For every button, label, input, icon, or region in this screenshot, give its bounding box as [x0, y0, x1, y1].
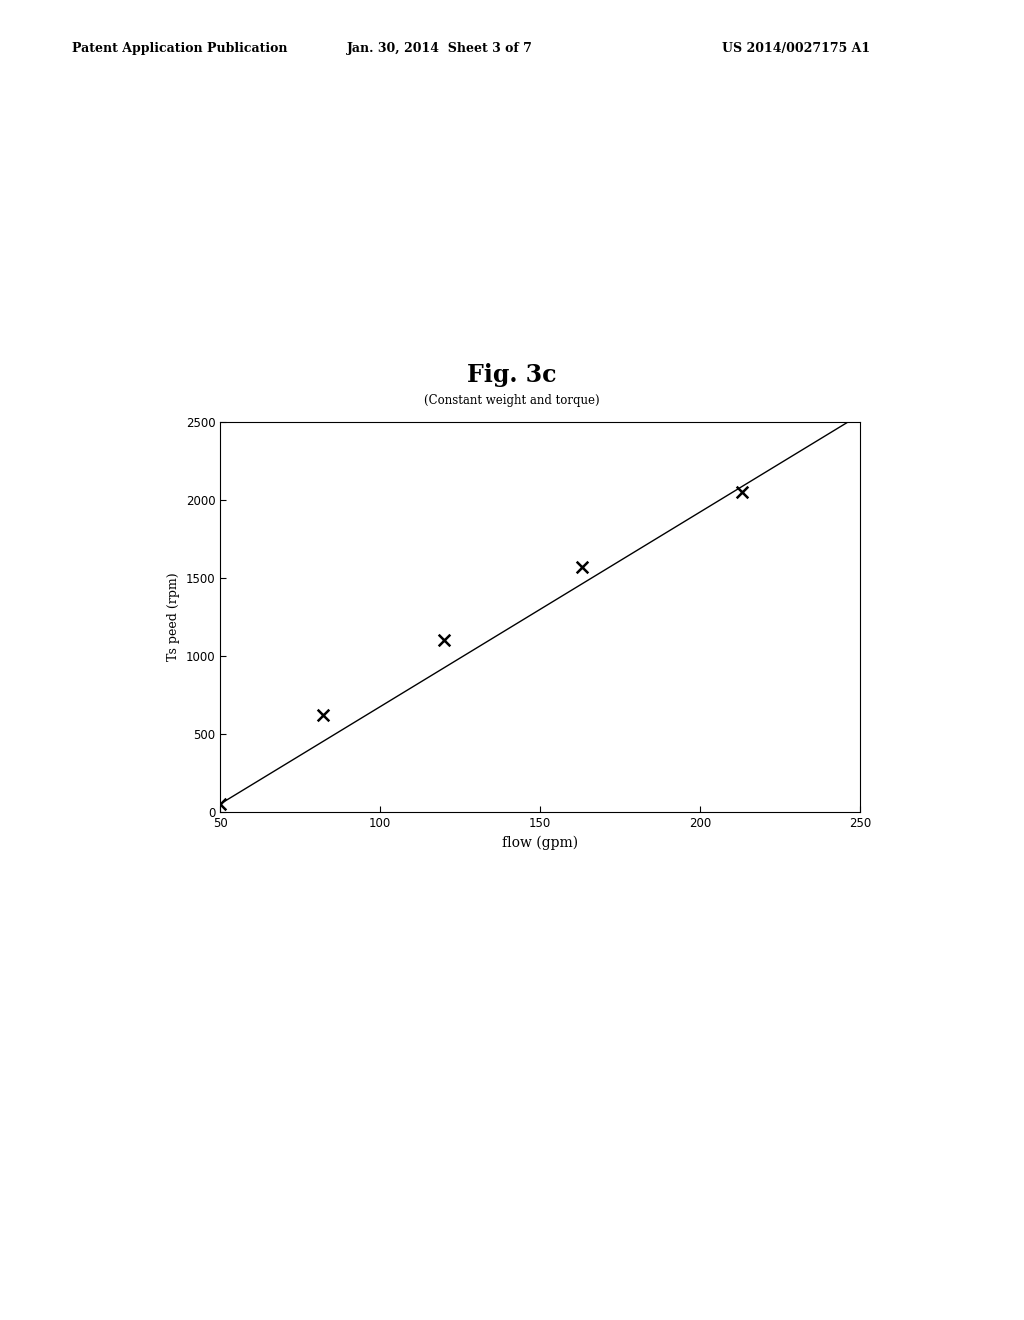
- Point: [212, 793, 228, 814]
- Point: [314, 705, 331, 726]
- Text: Patent Application Publication: Patent Application Publication: [72, 42, 287, 55]
- Point: [573, 557, 590, 578]
- X-axis label: flow (gpm): flow (gpm): [502, 836, 579, 850]
- Text: Jan. 30, 2014  Sheet 3 of 7: Jan. 30, 2014 Sheet 3 of 7: [347, 42, 534, 55]
- Text: (Constant weight and torque): (Constant weight and torque): [424, 393, 600, 407]
- Text: US 2014/0027175 A1: US 2014/0027175 A1: [722, 42, 870, 55]
- Point: [733, 482, 750, 503]
- Text: Fig. 3c: Fig. 3c: [467, 363, 557, 387]
- Y-axis label: Ts peed (rpm): Ts peed (rpm): [167, 573, 180, 661]
- Point: [436, 630, 453, 651]
